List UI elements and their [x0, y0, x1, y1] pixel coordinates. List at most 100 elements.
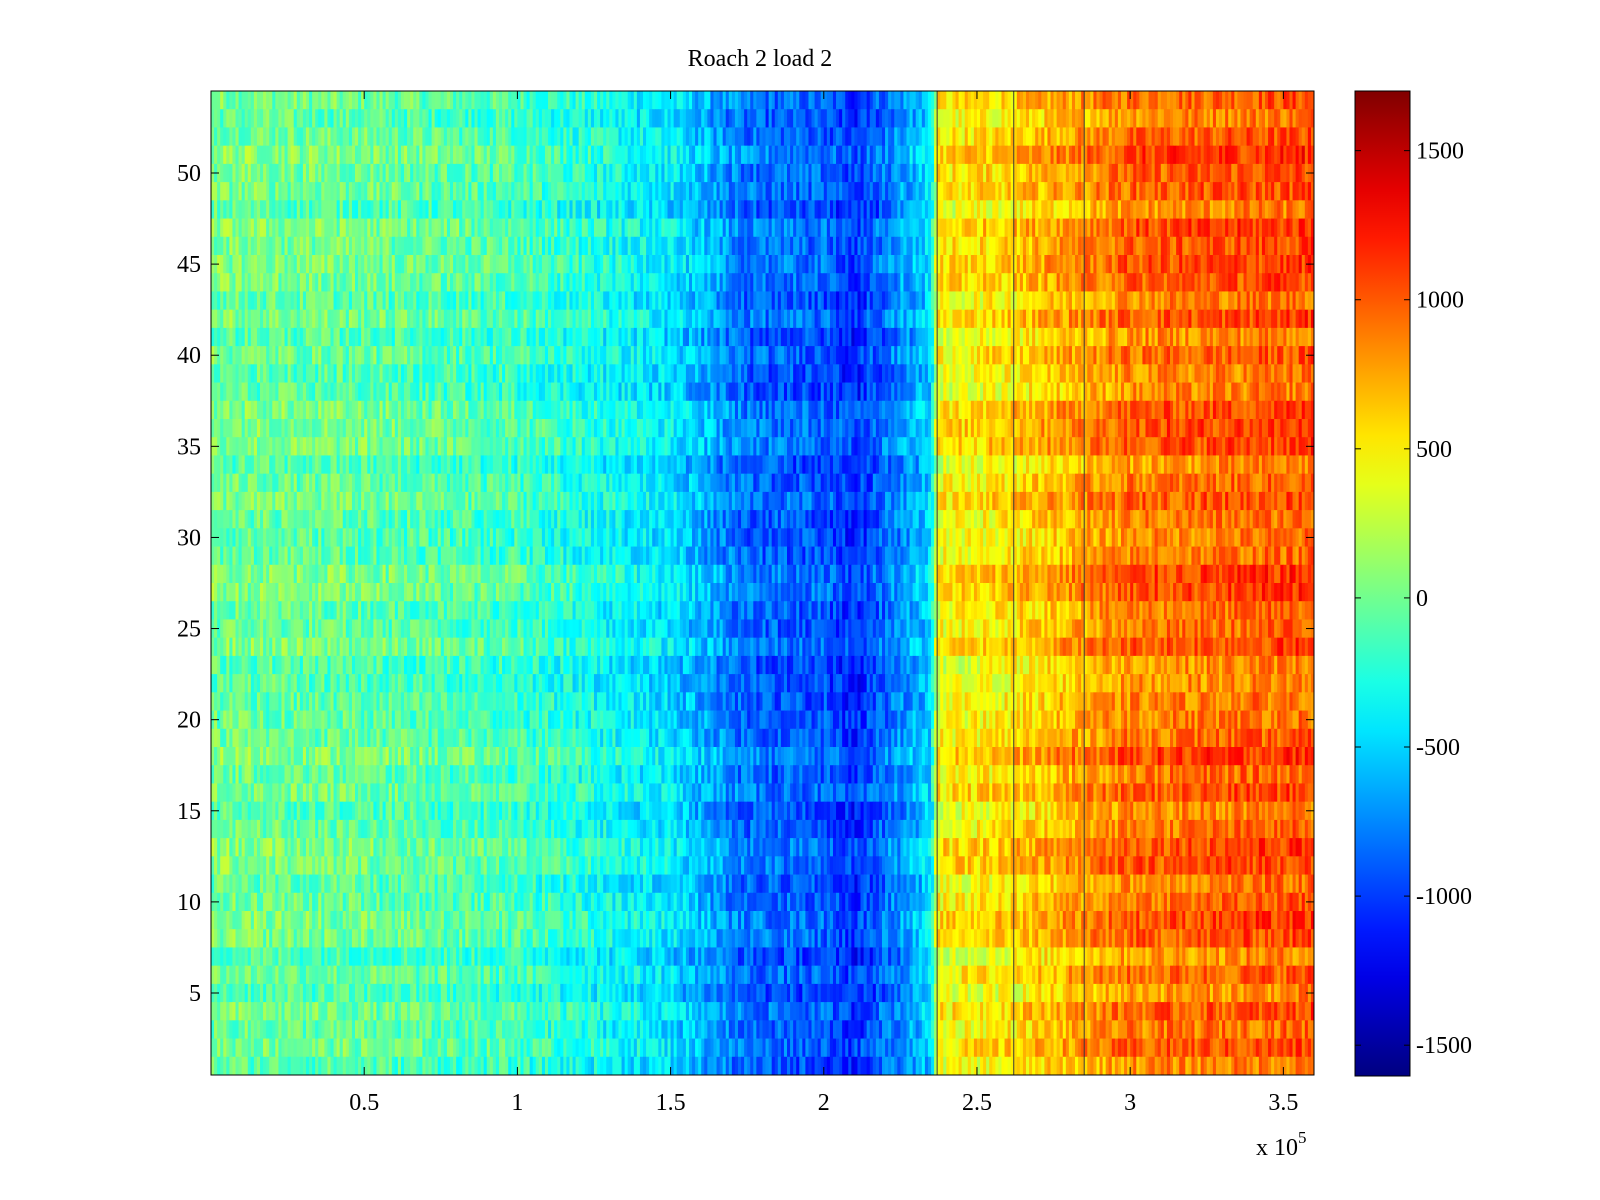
- heatmap-cell: [226, 127, 230, 147]
- heatmap-cell: [646, 236, 650, 256]
- heatmap-cell: [284, 145, 288, 165]
- heatmap-cell: [790, 145, 794, 165]
- heatmap-cell: [1032, 91, 1036, 110]
- heatmap-cell: [548, 91, 552, 110]
- heatmap-cell: [655, 127, 659, 147]
- heatmap-cell: [1050, 218, 1054, 238]
- heatmap-cell: [1160, 200, 1165, 219]
- heatmap-cell: [443, 163, 448, 183]
- heatmap-cell: [1215, 236, 1220, 256]
- heatmap-cell: [361, 255, 365, 274]
- heatmap-cell: [1182, 273, 1186, 292]
- heatmap-cell: [621, 218, 626, 238]
- heatmap-cell: [989, 236, 993, 256]
- heatmap-cell: [1022, 291, 1027, 311]
- heatmap-cell: [296, 309, 301, 329]
- heatmap-cell: [214, 127, 218, 147]
- heatmap-cell: [1050, 163, 1054, 183]
- heatmap-cell: [1068, 273, 1073, 292]
- heatmap-cell: [937, 291, 941, 311]
- heatmap-cell: [747, 273, 751, 292]
- heatmap-cell: [376, 182, 380, 201]
- heatmap-cell: [1231, 182, 1235, 201]
- heatmap-cell: [397, 91, 402, 110]
- heatmap-cell: [370, 309, 374, 329]
- heatmap-cell: [220, 200, 224, 219]
- heatmap-cell: [260, 291, 264, 311]
- heatmap-cell: [1130, 255, 1134, 274]
- heatmap-cell: [309, 236, 313, 256]
- heatmap-cell: [554, 163, 558, 183]
- heatmap-cell: [973, 200, 978, 219]
- heatmap-cell: [998, 255, 1002, 274]
- heatmap-cell: [734, 163, 739, 183]
- heatmap-cell: [563, 127, 567, 147]
- heatmap-cell: [495, 109, 500, 128]
- heatmap-cell: [1145, 218, 1149, 238]
- heatmap-cell: [511, 145, 515, 165]
- heatmap-cell: [584, 291, 589, 311]
- heatmap-cell: [744, 91, 748, 110]
- heatmap-cell: [330, 163, 334, 183]
- heatmap-cell: [554, 109, 558, 128]
- heatmap-cell: [682, 291, 687, 311]
- heatmap-cell: [477, 273, 482, 292]
- heatmap-cell: [707, 273, 711, 292]
- heatmap-cell: [606, 91, 610, 110]
- heatmap-cell: [808, 200, 812, 219]
- heatmap-cell: [627, 273, 632, 292]
- heatmap-cell: [912, 91, 917, 110]
- heatmap-cell: [465, 145, 469, 165]
- heatmap-cell: [970, 127, 975, 147]
- heatmap-cell: [643, 182, 647, 201]
- heatmap-cell: [269, 218, 273, 238]
- heatmap-cell: [1120, 182, 1125, 201]
- heatmap-cell: [1197, 309, 1202, 329]
- heatmap-cell: [514, 291, 518, 311]
- heatmap-cell: [967, 91, 972, 110]
- heatmap-cell: [682, 255, 687, 274]
- heatmap-cell: [256, 236, 261, 256]
- heatmap-cell: [532, 236, 537, 256]
- heatmap-cell: [796, 327, 800, 347]
- heatmap-cell: [560, 218, 564, 238]
- heatmap-cell: [1231, 91, 1235, 110]
- heatmap-cell: [379, 273, 383, 292]
- heatmap-cell: [1071, 163, 1076, 183]
- heatmap-cell: [1044, 327, 1048, 347]
- heatmap-cell: [244, 273, 249, 292]
- heatmap-cell: [1087, 109, 1091, 128]
- heatmap-cell: [790, 327, 794, 347]
- heatmap-cell: [296, 182, 301, 201]
- heatmap-cell: [1099, 309, 1103, 329]
- heatmap-cell: [514, 255, 518, 274]
- heatmap-cell: [502, 200, 506, 219]
- heatmap-cell: [1093, 182, 1097, 201]
- heatmap-cell: [704, 327, 708, 347]
- heatmap-cell: [551, 91, 555, 110]
- heatmap-cell: [1292, 273, 1297, 292]
- heatmap-cell: [1071, 236, 1076, 256]
- heatmap-cell: [437, 255, 442, 274]
- heatmap-cell: [517, 236, 521, 256]
- heatmap-cell: [351, 127, 356, 147]
- heatmap-cell: [1197, 273, 1202, 292]
- heatmap-cell: [446, 309, 451, 329]
- heatmap-cell: [621, 127, 626, 147]
- heatmap-cell: [229, 218, 233, 238]
- heatmap-cell: [1099, 182, 1103, 201]
- heatmap-cell: [787, 309, 791, 329]
- heatmap-cell: [1044, 109, 1048, 128]
- heatmap-cell: [787, 127, 791, 147]
- heatmap-cell: [716, 236, 720, 256]
- heatmap-cell: [397, 291, 402, 311]
- heatmap-cell: [305, 163, 310, 183]
- heatmap-cell: [603, 163, 607, 183]
- heatmap-cell: [1145, 163, 1149, 183]
- heatmap-cell: [1105, 236, 1110, 256]
- heatmap-cell: [281, 145, 285, 165]
- heatmap-cell: [949, 236, 953, 256]
- heatmap-cell: [428, 145, 432, 165]
- heatmap-cell: [211, 291, 215, 311]
- heatmap-cell: [875, 127, 880, 147]
